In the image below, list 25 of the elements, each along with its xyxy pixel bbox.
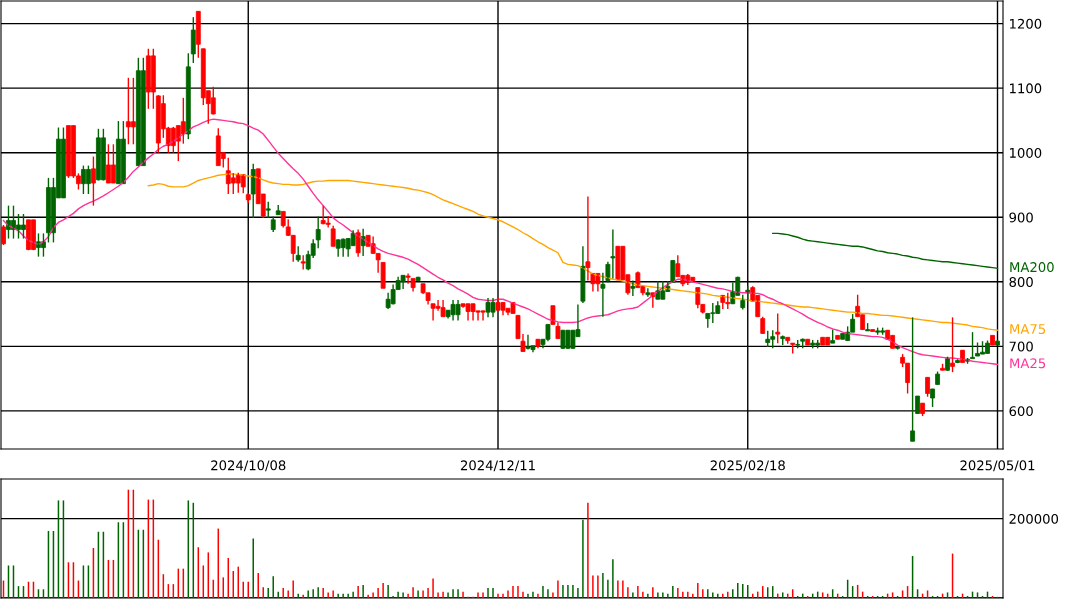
x-tick-label: 2025/02/18 — [710, 460, 785, 472]
candlestick — [910, 316, 916, 442]
y-tick-label: 700 — [1009, 341, 1033, 352]
y-tick-label: 800 — [1009, 277, 1033, 288]
series-label: MA75 — [1010, 324, 1046, 335]
candlestick — [585, 195, 591, 282]
x-tick-label: 2024/12/11 — [460, 460, 535, 472]
candlestick — [325, 215, 331, 229]
y-tick-label: 200000 — [1009, 513, 1059, 524]
candlestick — [130, 77, 136, 146]
x-tick-label: 2025/05/01 — [960, 460, 1035, 472]
line-series — [2, 118, 999, 366]
series-label: MA200 — [1010, 262, 1054, 273]
y-tick-label: 600 — [1009, 406, 1033, 417]
x-tick-label: 2024/10/08 — [211, 460, 286, 472]
candlestick — [930, 388, 935, 408]
line-series — [772, 232, 999, 269]
y-tick-label: 1000 — [1010, 147, 1042, 158]
y-tick-label: 1200 — [1010, 18, 1042, 29]
candlestick — [950, 316, 955, 373]
y-tick-label: 900 — [1009, 212, 1033, 223]
y-tick-label: 1100 — [1010, 83, 1042, 94]
series-label: MA25 — [1010, 358, 1046, 369]
candlestick — [895, 345, 901, 351]
candlestick — [775, 312, 781, 344]
